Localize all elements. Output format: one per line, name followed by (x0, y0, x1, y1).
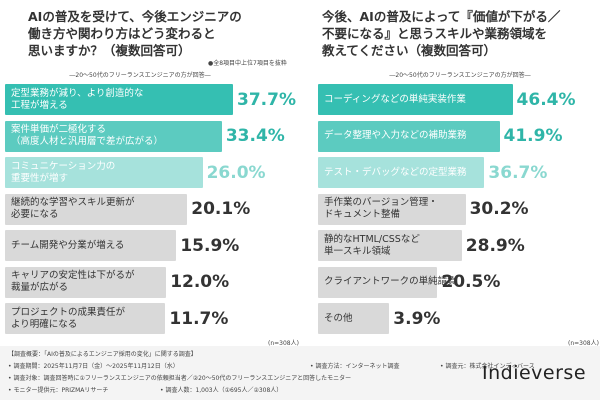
footer-item: • 調査元：株式会社インディバース (440, 363, 535, 370)
value-label: 20.5% (441, 272, 501, 292)
category-label: 案件単価が二極化する （高度人材と汎用層で差が広がる） (11, 124, 164, 147)
value-label: 11.7% (169, 308, 229, 329)
footer-item: • 調査人数：1,003人（①695人／②308人） (160, 387, 283, 394)
footer-item: • 調査方法：インターネット調査 (310, 363, 400, 370)
category-label: 継続的な学習やスキル更新が 必要になる (11, 197, 135, 220)
value-label: 30.2% (469, 199, 529, 219)
subtitle: ―20～50代のフリーランスエンジニアの方が回答― (69, 72, 211, 79)
note: ●全8項目中上位7項目を抜粋 (208, 60, 287, 67)
bar (318, 266, 438, 298)
value-label: 12.0% (170, 272, 230, 292)
value-label: 20.1% (191, 199, 251, 219)
bar (5, 266, 167, 298)
chart-title: AIの普及を受けて、今後エンジニアの 働き方や関わり方はどう変わると 思いますか… (28, 9, 242, 58)
footer-background (0, 346, 600, 400)
category-label: 定型業務が減り、より創造的な 工程が増える (11, 87, 144, 111)
value-label: 28.9% (465, 235, 525, 256)
category-label: チーム開発や分業が増える (11, 239, 125, 251)
category-label: 静的なHTML/CSSなど 単一スキル領域 (324, 233, 420, 257)
bar (5, 193, 188, 225)
bar (318, 120, 500, 152)
bar (5, 84, 234, 115)
sample-size: (n=308人) (268, 340, 299, 347)
footer-item: • 調査対象：調査回答時に①フリーランスエンジニアの依頼担当者／②20～50代の… (8, 375, 352, 382)
bar (5, 303, 166, 334)
category-label: キャリアの安定性は下がるが 裁量が広がる (11, 270, 135, 293)
category-label: コーディングなどの単純実装作業 (324, 93, 466, 105)
category-label: 手作業のバージョン管理・ ドキュメント整備 (324, 197, 438, 220)
bar (5, 120, 222, 152)
value-label: 46.4% (516, 89, 576, 110)
footer-item: • 調査期間：2025年11月7日（金）～2025年11月12日（水） (8, 363, 179, 370)
value-label: 3.9% (393, 308, 441, 329)
bar (318, 230, 462, 261)
category-label: クライアントワークの単純請負 (324, 276, 457, 287)
category-label: コミュニケーション力の 重要性が増す (11, 160, 116, 184)
value-label: 26.0% (206, 162, 266, 183)
chart-title: 今後、AIの普及によって『価値が下がる／ 不要になる』と思うスキルや業務領域を … (322, 9, 561, 58)
value-label: 36.7% (488, 162, 548, 183)
value-label: 41.9% (503, 126, 563, 146)
footer-heading: 【調査概要：「AIの普及によるエンジニア採用の変化」に関する調査】 (8, 351, 197, 358)
logo: Indieverse (482, 362, 587, 384)
subtitle: ―20～50代のフリーランスエンジニアの方が回答― (389, 72, 531, 79)
category-label: その他 (324, 312, 353, 324)
value-label: 37.7% (237, 89, 296, 110)
value-label: 15.9% (180, 235, 240, 256)
sample-size: (n=308人) (568, 340, 599, 347)
bar (318, 84, 513, 115)
bar (5, 230, 177, 261)
footer-item: • モニター提供元：PRIZMAリサーチ (8, 387, 109, 394)
category-label: データ整理や入力などの補助業務 (324, 130, 467, 141)
bar (318, 157, 485, 188)
category-label: プロジェクトの成果責任が より明確になる (11, 306, 126, 330)
category-label: テスト・デバッグなどの定型業務 (324, 166, 467, 178)
bar (5, 157, 203, 188)
value-label: 33.4% (225, 126, 285, 146)
bar (318, 193, 466, 225)
bar (318, 303, 390, 334)
